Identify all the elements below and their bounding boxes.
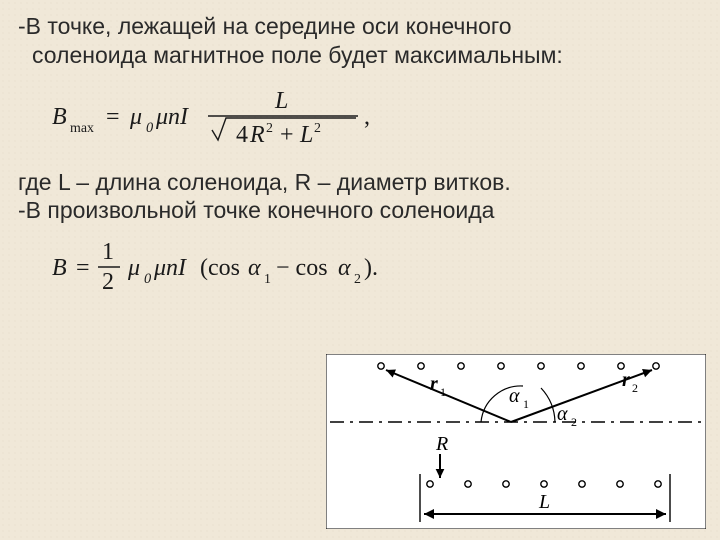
- solenoid-diagram: r1r2α1α2RL: [326, 354, 706, 534]
- p1-line2: соленоида магнитное поле будет максималь…: [18, 42, 563, 68]
- svg-text:B: B: [52, 255, 67, 281]
- svg-text:2: 2: [354, 272, 361, 287]
- svg-text:μ: μ: [129, 104, 142, 130]
- p1-line1: -В точке, лежащей на середине оси конечн…: [18, 13, 512, 39]
- svg-text:α: α: [509, 385, 520, 407]
- svg-text:2: 2: [632, 381, 638, 395]
- p2-line2: -В произвольной точке конечного соленоид…: [18, 197, 494, 223]
- svg-text:).: ).: [364, 255, 378, 281]
- svg-text:μ: μ: [127, 255, 140, 281]
- formula-bmax: Bmax=μ0μnIL4R2+L2,: [48, 80, 702, 154]
- svg-text:=: =: [76, 255, 90, 281]
- svg-text:B: B: [52, 104, 67, 130]
- svg-text:=: =: [106, 104, 120, 130]
- paragraph-2: где L – длина соленоида, R – диаметр вит…: [18, 168, 702, 226]
- svg-text:1: 1: [440, 385, 446, 399]
- svg-text:L: L: [538, 491, 550, 513]
- page-content: -В точке, лежащей на середине оси конечн…: [0, 0, 720, 321]
- paragraph-1: -В точке, лежащей на середине оси конечн…: [18, 12, 702, 70]
- svg-text:1: 1: [102, 239, 114, 265]
- p2-line1: где L – длина соленоида, R – диаметр вит…: [18, 169, 511, 195]
- svg-text:L: L: [299, 122, 313, 148]
- svg-text:α: α: [338, 255, 351, 281]
- svg-text:R: R: [249, 122, 265, 148]
- svg-text:2: 2: [314, 121, 321, 136]
- svg-text:4: 4: [236, 122, 248, 148]
- svg-text:R: R: [435, 433, 448, 455]
- svg-text:α: α: [557, 403, 568, 425]
- svg-text:0: 0: [146, 120, 154, 136]
- svg-text:0: 0: [144, 271, 152, 287]
- svg-text:2: 2: [571, 415, 577, 429]
- svg-text:r: r: [622, 369, 630, 391]
- svg-text:(cos: (cos: [200, 255, 240, 281]
- svg-text:+: +: [280, 122, 294, 148]
- svg-text:1: 1: [264, 272, 271, 287]
- svg-text:r: r: [430, 373, 438, 395]
- svg-text:max: max: [70, 121, 94, 136]
- formula-arbitrary: B=12μ0μnI(cosα1− cosα2).: [48, 235, 702, 299]
- svg-text:α: α: [248, 255, 261, 281]
- svg-text:μnI: μnI: [153, 255, 187, 281]
- svg-text:2: 2: [266, 121, 273, 136]
- svg-text:,: ,: [364, 104, 370, 130]
- svg-text:L: L: [274, 88, 288, 114]
- svg-text:− cos: − cos: [276, 255, 328, 281]
- svg-text:1: 1: [523, 397, 529, 411]
- svg-text:2: 2: [102, 269, 114, 295]
- svg-text:μnI: μnI: [155, 104, 189, 130]
